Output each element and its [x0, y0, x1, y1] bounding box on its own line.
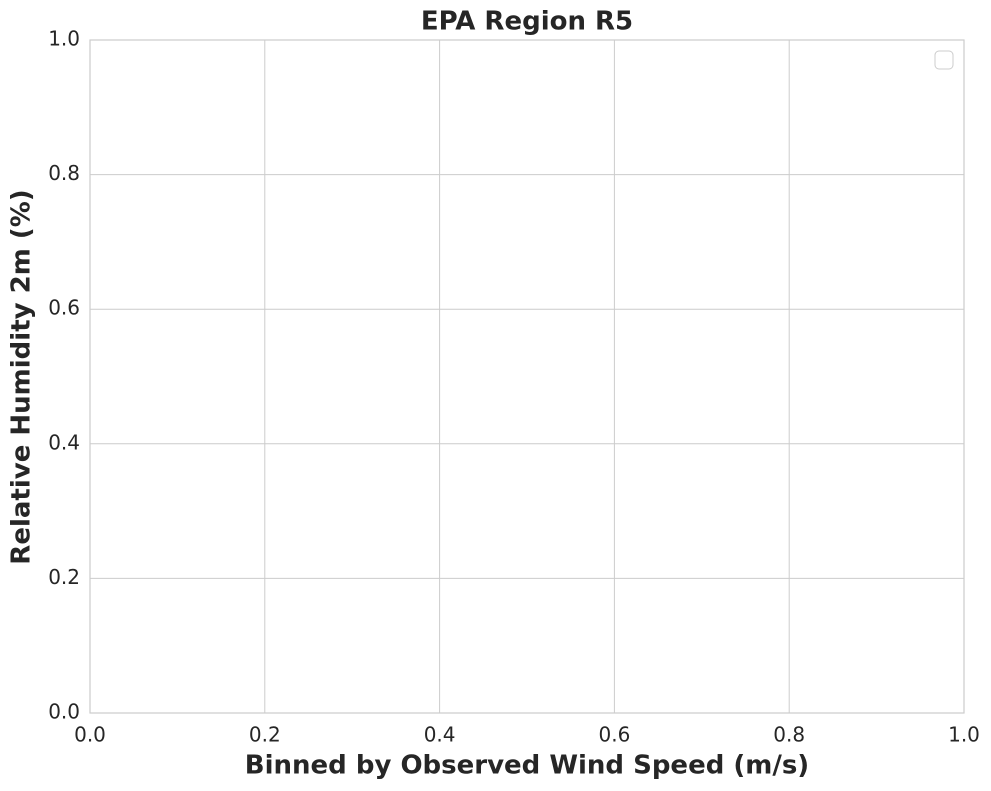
x-axis-label: Binned by Observed Wind Speed (m/s) — [245, 751, 809, 781]
x-tick-label: 0.4 — [424, 723, 456, 747]
x-tick-label: 0.8 — [773, 723, 805, 747]
x-tick-label: 0.2 — [249, 723, 281, 747]
plot-frame — [89, 39, 965, 714]
y-tick-label: 0.2 — [48, 565, 80, 589]
legend-box — [934, 50, 954, 70]
y-tick-label: 0.4 — [48, 430, 80, 454]
chart-title: EPA Region R5 — [421, 7, 633, 37]
y-tick-label: 0.8 — [48, 161, 80, 185]
y-axis-label: Relative Humidity 2m (%) — [7, 189, 37, 564]
x-tick-label: 0.6 — [598, 723, 630, 747]
y-tick-label: 0.6 — [48, 296, 80, 320]
x-tick-label: 0.0 — [74, 723, 106, 747]
y-tick-label: 1.0 — [48, 27, 80, 51]
y-tick-label: 0.0 — [48, 700, 80, 724]
x-tick-label: 1.0 — [948, 723, 980, 747]
